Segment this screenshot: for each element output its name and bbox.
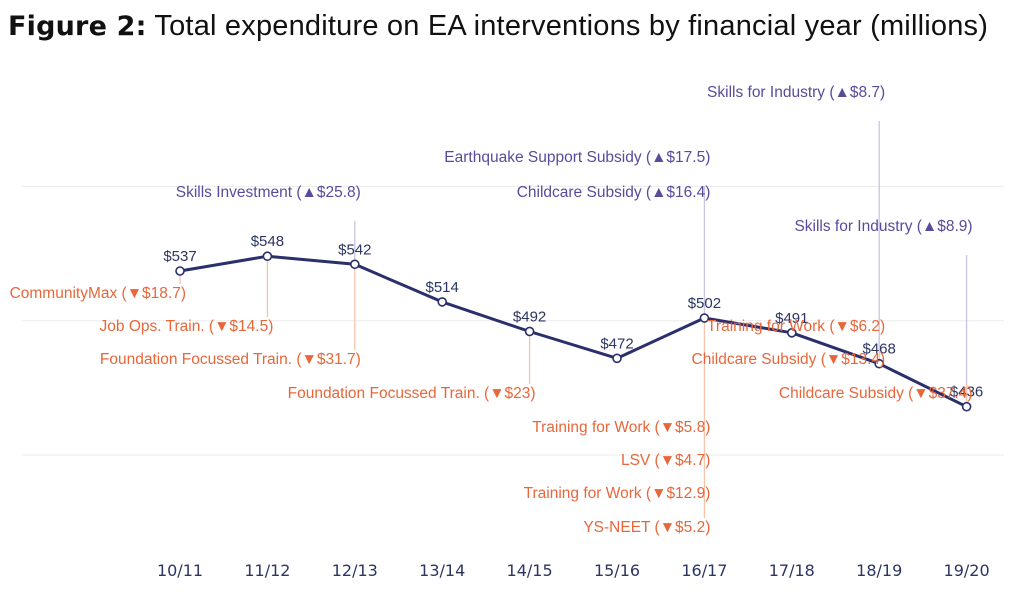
value-label-14/15: $492 <box>513 308 546 325</box>
series-line <box>179 254 968 409</box>
x-tick-19/20: 19/20 <box>944 561 990 580</box>
data-points <box>175 251 972 412</box>
figure-label: Figure 2: <box>8 11 147 42</box>
data-point-11/12 <box>262 251 273 262</box>
data-point-16/17 <box>699 313 710 323</box>
annotation-decrease-6: LSV (▼$4.7) <box>621 452 710 469</box>
data-point-14/15 <box>524 326 535 337</box>
chart-title: Figure 2: Total expenditure on EA interv… <box>8 10 1018 43</box>
value-label-11/12: $548 <box>251 233 284 250</box>
value-label-19/20: $436 <box>950 384 983 401</box>
value-label-16/17: $502 <box>688 295 721 312</box>
annotation-leader-lines <box>179 121 968 518</box>
series-line-group <box>179 254 968 409</box>
figure-title-text: Total expenditure on EA interventions by… <box>154 10 989 42</box>
annotation-increase-2: Skills Investment (▲$25.8) <box>176 184 361 201</box>
annotation-decrease-5: Training for Work (▼$5.8) <box>532 419 710 436</box>
annotation-decrease-1: Job Ops. Train. (▼$14.5) <box>100 318 274 335</box>
data-point-10/11 <box>175 266 185 276</box>
value-label-10/11: $537 <box>163 248 196 265</box>
annotation-increase-10: Childcare Subsidy (▲$16.4) <box>517 184 711 201</box>
value-label-15/16: $472 <box>600 335 633 352</box>
annotation-decrease-12: Training for Work (▼$6.2) <box>707 318 885 335</box>
value-label-17/18: $491 <box>775 310 808 327</box>
data-point-12/13 <box>349 259 360 270</box>
data-point-18/19 <box>874 358 885 369</box>
value-label-12/13: $542 <box>338 241 371 258</box>
annotation-decrease-4: Foundation Focussed Train. (▼$23) <box>288 385 536 402</box>
x-axis-tick-labels: 10/11 11/12 12/13 13/14 14/15 15/16 16/17 17/18… <box>157 561 990 580</box>
annotation-increase-14: Skills for Industry (▲$8.9) <box>794 218 972 235</box>
data-point-17/18 <box>786 327 797 338</box>
value-label-18/19: $468 <box>863 341 896 358</box>
x-tick-12/13: 12/13 <box>332 561 378 580</box>
data-point-19/20 <box>961 401 972 412</box>
annotation-decrease-13: Childcare Subsidy (▼$13.4) <box>692 351 886 368</box>
annotation-decrease-0: CommunityMax (▼$18.7) <box>10 285 186 302</box>
x-tick-13/14: 13/14 <box>419 561 465 580</box>
annotation-decrease-3: Foundation Focussed Train. (▼$31.7) <box>100 351 361 368</box>
x-tick-15/16: 15/16 <box>594 561 640 580</box>
annotation-decrease-15: Childcare Subsidy (▼$37.4) <box>779 385 973 402</box>
value-labels: $537 $548 $542 $514 $492 $472 $502 $491 $468 $436 <box>163 233 983 400</box>
x-tick-17/18: 17/18 <box>769 561 815 580</box>
annotation-increase-11: Skills for Industry (▲$8.7) <box>707 84 885 101</box>
annotation-decrease-7: Training for Work (▼$12.9) <box>524 485 711 502</box>
annotation-increase-9: Earthquake Support Subsidy (▲$17.5) <box>444 149 710 166</box>
annotation-labels: CommunityMax (▼$18.7) Job Ops. Train. (▼$… <box>10 84 973 536</box>
data-point-13/14 <box>437 297 448 307</box>
annotation-decrease-8: YS-NEET (▼$5.2) <box>583 519 710 536</box>
x-tick-11/12: 11/12 <box>244 561 290 580</box>
x-tick-14/15: 14/15 <box>507 561 553 580</box>
x-tick-18/19: 18/19 <box>856 561 902 580</box>
value-label-13/14: $514 <box>426 279 459 296</box>
grid-lines <box>22 185 1004 456</box>
x-tick-16/17: 16/17 <box>681 561 727 580</box>
data-point-15/16 <box>612 353 622 364</box>
x-tick-10/11: 10/11 <box>157 561 203 580</box>
